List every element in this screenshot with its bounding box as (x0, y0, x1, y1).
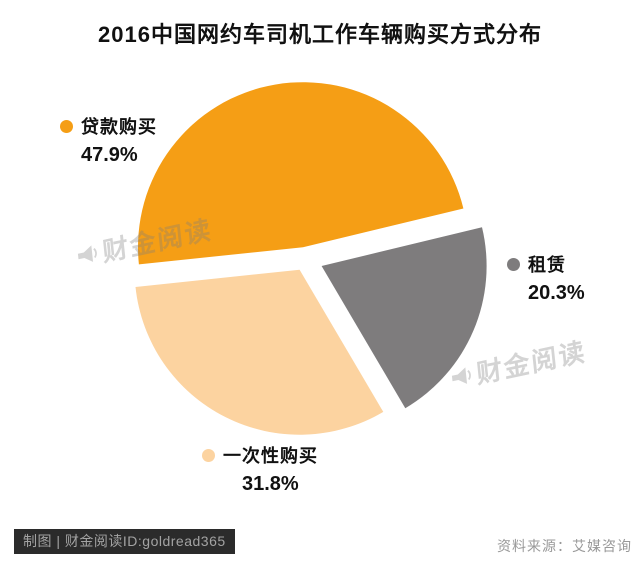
onetime-legend-label: 一次性购买 (223, 446, 318, 466)
watermark-right: 财金阅读 (448, 331, 588, 397)
loan-legend-label: 贷款购买 (81, 117, 157, 137)
pie-slice-3 (135, 269, 384, 435)
loan-legend-dot-icon (60, 119, 73, 133)
legend-item-lease: 租赁 20.3% (507, 251, 585, 305)
legend-item-onetime: 一次性购买 31.8% (202, 442, 318, 496)
brand-speaker-icon (451, 366, 471, 384)
pie-slice-2 (321, 227, 487, 409)
onetime-legend-percent: 31.8% (242, 473, 299, 495)
onetime-legend-dot-icon (202, 448, 215, 462)
credit-badge: 制图 | 财金阅读ID:goldread365 (14, 529, 235, 554)
lease-legend-label: 租赁 (528, 255, 566, 275)
watermark-left: 财金阅读 (74, 209, 214, 275)
lease-legend-percent: 20.3% (528, 282, 585, 304)
pie-slice-1 (137, 82, 464, 265)
brand-speaker-icon (77, 244, 97, 262)
chart-title: 2016中国网约车司机工作车辆购买方式分布 (98, 22, 542, 47)
legend-item-loan: 贷款购买 47.9% (60, 113, 157, 167)
lease-legend-dot-icon (507, 257, 520, 271)
loan-legend-percent: 47.9% (81, 144, 138, 166)
source-attribution: 资料来源：艾媒咨询 (497, 538, 632, 554)
